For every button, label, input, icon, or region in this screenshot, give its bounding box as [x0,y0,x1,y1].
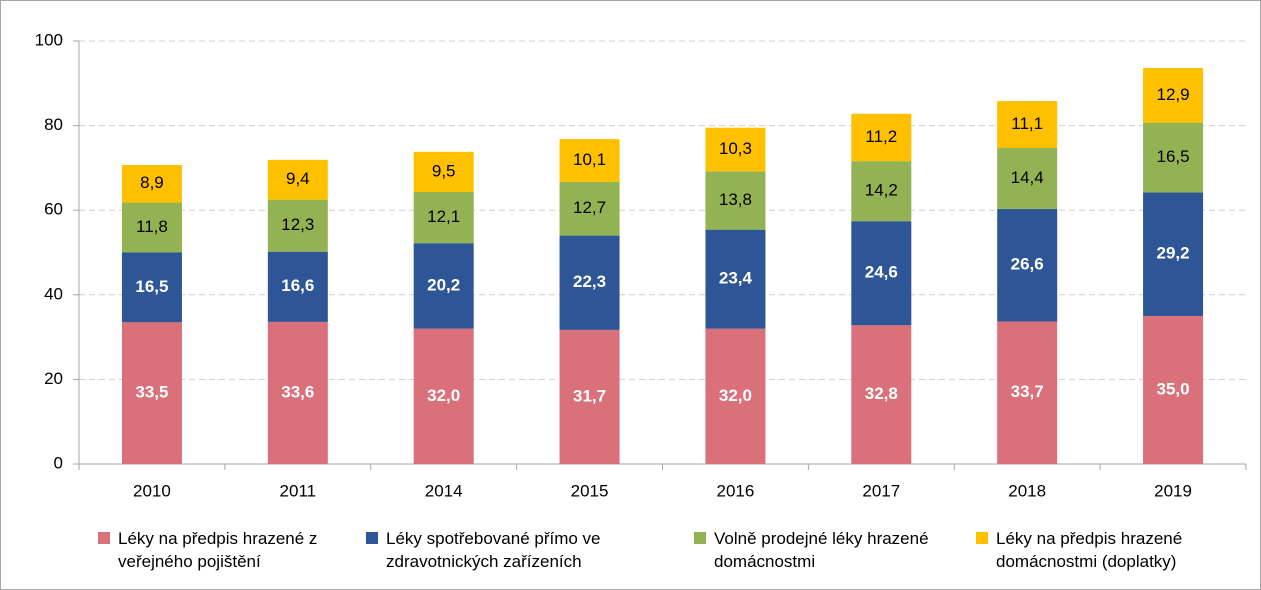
data-label: 33,7 [1011,382,1044,401]
data-label: 12,1 [427,207,460,226]
x-tick-label: 2011 [280,481,317,500]
data-label: 14,4 [1011,168,1044,187]
bar-segment [997,208,1058,322]
bar-segment [413,328,474,464]
data-label: 11,1 [1011,114,1043,133]
data-label: 22,3 [573,272,606,291]
data-label: 11,2 [865,127,897,146]
bar-segment [267,251,328,322]
bar-segment [267,199,328,252]
bar-segment [851,221,912,326]
bar-segment [559,181,620,236]
data-label: 10,1 [573,150,606,169]
data-label: 14,2 [865,181,898,200]
data-label: 9,5 [432,161,456,180]
legend-swatch [98,532,110,544]
bar-segment [121,164,182,203]
legend-label: Léky spotřebované přímo ve zdravotnickýc… [386,529,601,571]
data-label: 12,7 [573,198,606,217]
legend-swatch [694,532,706,544]
bar-segment [1143,68,1204,123]
data-label: 23,4 [719,269,753,288]
bar-segment [705,171,766,230]
bar-segment [413,243,474,329]
data-label: 26,6 [1011,255,1044,274]
x-tick-label: 2017 [862,481,900,500]
data-label: 13,8 [719,190,752,209]
bar-segment [121,252,182,323]
bar-segment [559,329,620,464]
data-label: 35,0 [1157,379,1190,398]
data-label: 32,8 [865,384,898,403]
y-tick-label: 100 [35,30,63,49]
bar-segment [705,328,766,464]
data-label: 8,9 [140,173,164,192]
legend-label: Volně prodejné léky hrazené domácnostmi [714,529,929,571]
x-tick-label: 2015 [571,481,609,500]
legend-label: Léky na předpis hrazené domácnostmi (dop… [996,529,1183,571]
bar-segment [705,229,766,329]
legend-label: Léky na předpis hrazené z veřejného poji… [118,529,318,571]
data-label: 32,0 [427,386,460,405]
bar-segment [413,192,474,244]
bar-segment [997,148,1058,209]
data-label: 16,5 [1157,147,1190,166]
bar-segment [705,127,766,172]
y-tick-label: 20 [44,369,63,388]
bar-segment [1143,122,1204,193]
data-label: 29,2 [1157,244,1190,263]
y-tick-label: 0 [54,453,63,472]
data-label: 16,5 [135,277,168,296]
bar-segment [851,113,912,162]
bar-segment [121,202,182,253]
data-label: 12,9 [1157,85,1190,104]
plot: 0 20 40 60 80 100 2010 33,5 16,5 11,8 8,9 2011 33,6 1… [35,30,1247,500]
legend-swatch [366,532,378,544]
x-tick-label: 2018 [1008,481,1046,500]
data-label: 16,6 [281,276,314,295]
data-label: 12,3 [281,215,314,234]
bar-segment [851,325,912,464]
data-label: 32,0 [719,386,752,405]
data-label: 31,7 [573,386,606,405]
bar-segment [1143,192,1204,316]
y-tick-label: 40 [44,284,63,303]
bar-segment [559,235,620,330]
data-label: 33,6 [281,382,314,401]
bar-segment [413,151,474,193]
data-label: 9,4 [286,169,310,188]
bar-segment [851,161,912,222]
legend-swatch [976,532,988,544]
y-tick-label: 80 [44,115,63,134]
bar-segment [1143,315,1204,464]
bar-segment [267,159,328,200]
bar-segment [121,322,182,464]
data-label: 24,6 [865,263,898,282]
data-label: 10,3 [719,139,752,158]
x-tick-label: 2016 [717,481,755,500]
y-tick-label: 60 [44,200,63,219]
data-label: 11,8 [136,217,168,236]
data-label: 20,2 [427,275,460,294]
bar-segment [997,321,1058,464]
data-label: 33,5 [135,383,168,402]
x-tick-label: 2014 [425,481,463,500]
x-tick-label: 2019 [1154,481,1192,500]
bar-segment [267,321,328,464]
bar-segment [559,139,620,182]
x-tick-label: 2010 [133,481,171,500]
bar-segment [997,101,1058,149]
